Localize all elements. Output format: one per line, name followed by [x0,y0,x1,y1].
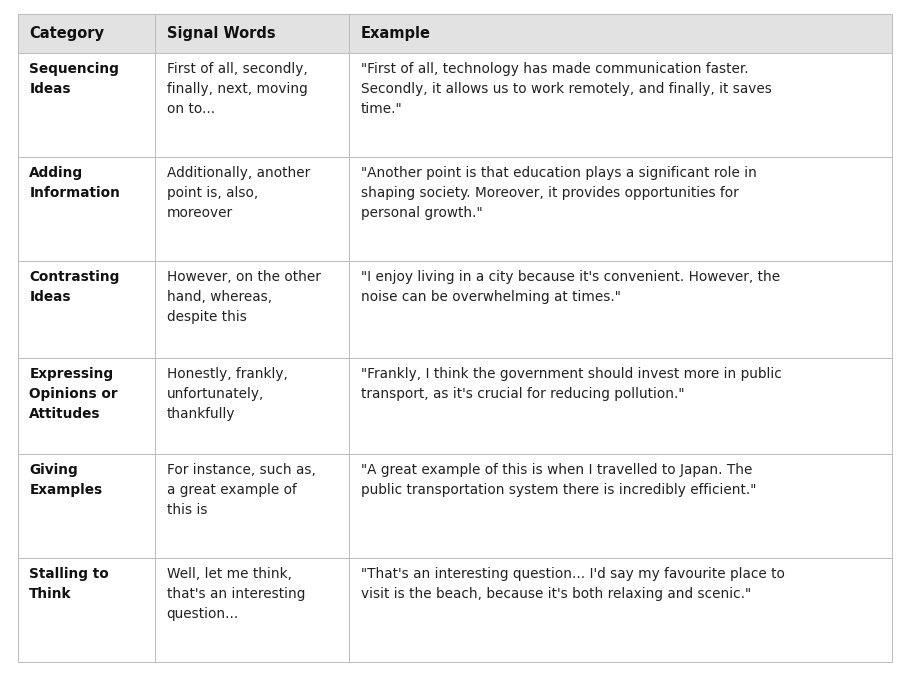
Text: Well, let me think,
that's an interesting
question...: Well, let me think, that's an interestin… [167,567,305,621]
Text: First of all, secondly,
finally, next, moving
on to...: First of all, secondly, finally, next, m… [167,62,308,116]
Text: "Frankly, I think the government should invest more in public
transport, as it's: "Frankly, I think the government should … [360,366,782,401]
Text: Sequencing
Ideas: Sequencing Ideas [29,62,119,96]
Text: Expressing
Opinions or
Attitudes: Expressing Opinions or Attitudes [29,366,118,420]
Text: "That's an interesting question... I'd say my favourite place to
visit is the be: "That's an interesting question... I'd s… [360,567,784,601]
Text: Category: Category [29,26,105,41]
Bar [18,454,892,558]
Bar [18,358,892,454]
Text: Adding
Information: Adding Information [29,166,120,200]
Text: However, on the other
hand, whereas,
despite this: However, on the other hand, whereas, des… [167,270,320,324]
Text: Contrasting
Ideas: Contrasting Ideas [29,270,120,304]
Text: Example: Example [360,26,430,41]
Text: Giving
Examples: Giving Examples [29,463,103,497]
Text: Honestly, frankly,
unfortunately,
thankfully: Honestly, frankly, unfortunately, thankf… [167,366,288,420]
Bar [18,14,892,53]
Text: Signal Words: Signal Words [167,26,275,41]
Text: Stalling to
Think: Stalling to Think [29,567,109,601]
Bar [18,158,892,261]
Text: "Another point is that education plays a significant role in
shaping society. Mo: "Another point is that education plays a… [360,166,756,220]
Text: "A great example of this is when I travelled to Japan. The
public transportation: "A great example of this is when I trave… [360,463,756,497]
Bar [18,558,892,662]
Text: "First of all, technology has made communication faster.
Secondly, it allows us : "First of all, technology has made commu… [360,62,772,116]
Text: "I enjoy living in a city because it's convenient. However, the
noise can be ove: "I enjoy living in a city because it's c… [360,270,780,304]
Text: Additionally, another
point is, also,
moreover: Additionally, another point is, also, mo… [167,166,309,220]
Bar [18,53,892,158]
Text: For instance, such as,
a great example of
this is: For instance, such as, a great example o… [167,463,316,517]
Bar [18,261,892,358]
